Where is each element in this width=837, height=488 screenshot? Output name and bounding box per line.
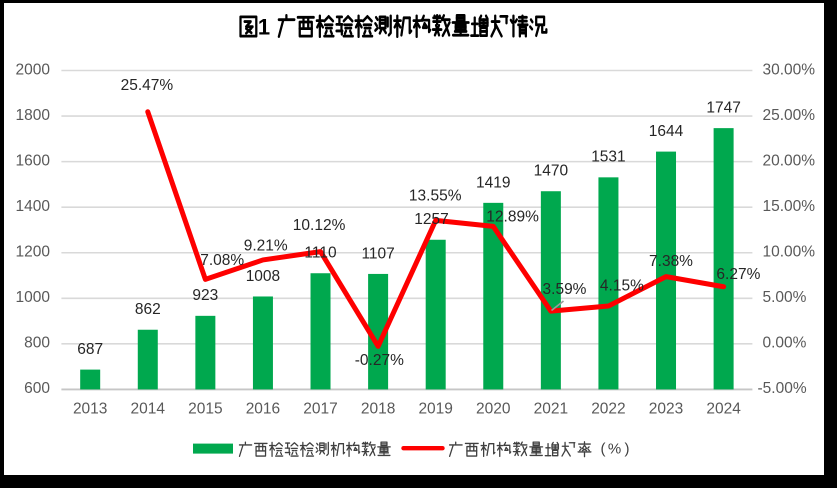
svg-text:600: 600 bbox=[24, 380, 50, 397]
svg-text:2023: 2023 bbox=[649, 401, 683, 418]
svg-text:2019: 2019 bbox=[418, 401, 452, 418]
svg-text:6.27%: 6.27% bbox=[716, 266, 760, 283]
svg-text:2020: 2020 bbox=[476, 401, 511, 418]
svg-text:2000: 2000 bbox=[16, 61, 51, 78]
svg-text:-0.27%: -0.27% bbox=[355, 352, 404, 369]
svg-text:10.00%: 10.00% bbox=[763, 244, 816, 261]
svg-text:): ) bbox=[625, 441, 630, 458]
svg-text:1200: 1200 bbox=[16, 244, 51, 261]
svg-text:2021: 2021 bbox=[534, 401, 568, 418]
svg-text:20.00%: 20.00% bbox=[763, 152, 816, 169]
svg-text:25.47%: 25.47% bbox=[121, 77, 174, 94]
svg-text:2016: 2016 bbox=[246, 401, 280, 418]
svg-text:1800: 1800 bbox=[16, 107, 51, 124]
svg-text:1400: 1400 bbox=[16, 198, 51, 215]
svg-text:1531: 1531 bbox=[591, 149, 625, 166]
svg-text:5.00%: 5.00% bbox=[763, 289, 807, 306]
svg-text:3.59%: 3.59% bbox=[543, 281, 587, 298]
svg-text:1747: 1747 bbox=[706, 100, 740, 117]
svg-text:(: ( bbox=[601, 441, 606, 458]
svg-text:687: 687 bbox=[77, 341, 103, 358]
svg-text:1107: 1107 bbox=[361, 245, 394, 262]
svg-text:923: 923 bbox=[192, 287, 218, 304]
svg-text:1000: 1000 bbox=[16, 289, 51, 306]
svg-text:1470: 1470 bbox=[534, 163, 569, 180]
svg-text:1600: 1600 bbox=[16, 152, 51, 169]
svg-text:10.12%: 10.12% bbox=[293, 217, 346, 234]
svg-text:1: 1 bbox=[258, 15, 270, 40]
svg-text:4.15%: 4.15% bbox=[600, 278, 644, 295]
svg-text:2015: 2015 bbox=[188, 401, 222, 418]
svg-text:2022: 2022 bbox=[591, 401, 625, 418]
svg-text:1644: 1644 bbox=[649, 123, 684, 140]
svg-text:30.00%: 30.00% bbox=[763, 61, 816, 78]
svg-text:9.21%: 9.21% bbox=[244, 237, 288, 254]
svg-text:0.00%: 0.00% bbox=[763, 335, 807, 352]
svg-text:862: 862 bbox=[135, 301, 161, 318]
svg-text:-5.00%: -5.00% bbox=[758, 380, 807, 397]
svg-text:2013: 2013 bbox=[73, 401, 107, 418]
svg-text:1419: 1419 bbox=[476, 174, 510, 191]
svg-text:15.00%: 15.00% bbox=[763, 198, 816, 215]
svg-text:1257: 1257 bbox=[414, 211, 448, 228]
svg-text:2017: 2017 bbox=[303, 401, 337, 418]
svg-text:1110: 1110 bbox=[304, 245, 337, 262]
svg-text:12.89%: 12.89% bbox=[486, 209, 539, 226]
svg-text:25.00%: 25.00% bbox=[763, 107, 816, 124]
svg-text:7.38%: 7.38% bbox=[649, 253, 693, 270]
svg-text:13.55%: 13.55% bbox=[409, 187, 462, 204]
svg-text:800: 800 bbox=[24, 335, 50, 352]
svg-text:2018: 2018 bbox=[361, 401, 395, 418]
svg-text:1008: 1008 bbox=[246, 268, 280, 285]
svg-text:2014: 2014 bbox=[131, 401, 166, 418]
svg-text:2024: 2024 bbox=[706, 401, 741, 418]
svg-text:%: % bbox=[608, 441, 621, 458]
svg-text:7.08%: 7.08% bbox=[200, 252, 244, 269]
